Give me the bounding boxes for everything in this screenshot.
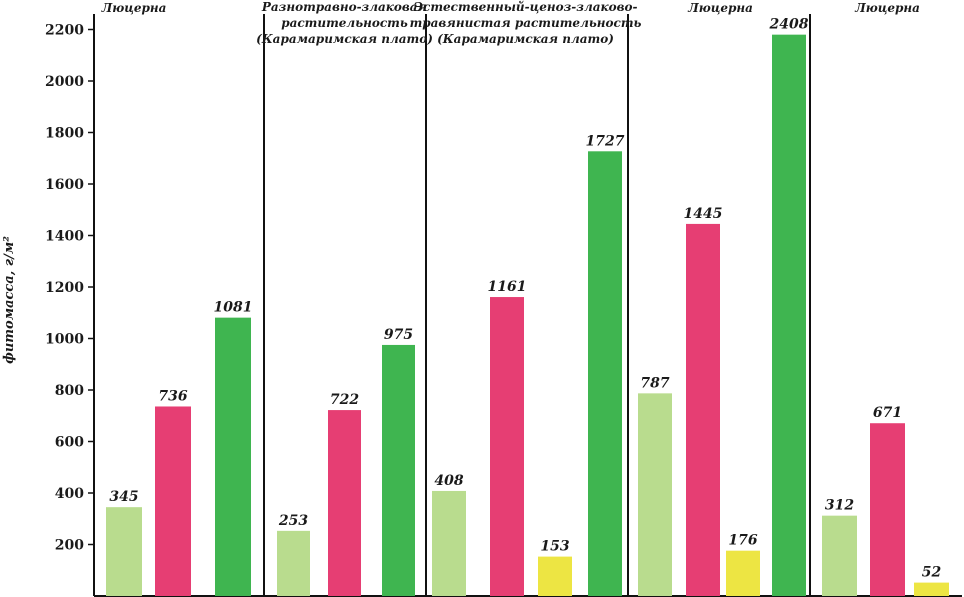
y-tick-label: 1200 bbox=[45, 280, 84, 296]
y-tick-label: 600 bbox=[55, 435, 84, 451]
bar-pink bbox=[686, 223, 720, 596]
bar-pink bbox=[870, 423, 905, 596]
group-title-line: Люцерна bbox=[854, 1, 920, 15]
bar-green bbox=[588, 151, 622, 597]
bar-value-label: 253 bbox=[278, 513, 308, 529]
group-titles: Люцерна Разнотравно-злаковая растительност… bbox=[101, 0, 920, 46]
y-axis-label: фитомасса, г/м² bbox=[2, 236, 17, 364]
bar-value-label: 52 bbox=[922, 565, 942, 581]
bar-value-label: 671 bbox=[873, 405, 902, 421]
y-tick-label: 2200 bbox=[45, 23, 84, 39]
y-tick-label: 1000 bbox=[45, 332, 84, 348]
bar-light-green bbox=[277, 530, 310, 596]
bar-value-label: 1727 bbox=[586, 133, 625, 149]
bar-value-label: 176 bbox=[728, 533, 757, 549]
y-tick-label: 400 bbox=[55, 486, 84, 502]
y-tick-label: 2000 bbox=[45, 74, 84, 90]
group-title-line: Люцерна bbox=[687, 1, 753, 15]
bar-light-green bbox=[432, 490, 466, 596]
bar-yellow bbox=[914, 582, 949, 596]
group-title-line: (Карамаримская плато) bbox=[437, 32, 614, 46]
bar-value-label: 787 bbox=[640, 375, 669, 391]
bar-value-label: 312 bbox=[825, 498, 854, 514]
bar-pink bbox=[328, 410, 361, 596]
y-tick-label: 800 bbox=[55, 383, 84, 399]
y-tick-label: 200 bbox=[55, 538, 84, 554]
bars bbox=[106, 34, 949, 597]
bar-value-label: 153 bbox=[540, 539, 569, 555]
bar-green bbox=[382, 344, 415, 596]
bar-light-green bbox=[106, 507, 142, 596]
axes: 200 400 600 800 1000 1200 1400 1600 1800 2000 2200 bbox=[45, 14, 962, 597]
bar-green bbox=[215, 317, 251, 596]
y-tick-label: 1800 bbox=[45, 126, 84, 142]
group-title-line: Люцерна bbox=[101, 1, 167, 15]
group-title-line: растительность bbox=[281, 16, 408, 30]
bar-value-label: 408 bbox=[434, 473, 463, 489]
group-title-line: травянистая растительность bbox=[410, 16, 642, 30]
bar-value-label: 1161 bbox=[488, 279, 527, 295]
bar-yellow bbox=[726, 550, 760, 596]
bar-light-green bbox=[638, 393, 672, 596]
bar-value-label: 1445 bbox=[684, 206, 723, 222]
y-tick-label: 1400 bbox=[45, 229, 84, 245]
bar-value-label: 2408 bbox=[769, 17, 809, 33]
bar-pink bbox=[490, 297, 524, 596]
bar-yellow bbox=[538, 556, 572, 596]
bar-value-label: 345 bbox=[109, 489, 138, 505]
bar-value-label: 975 bbox=[384, 327, 413, 343]
bar-value-label: 1081 bbox=[214, 300, 253, 316]
group-title-line: (Карамаримская плато) bbox=[256, 32, 433, 46]
bar-value-label: 736 bbox=[158, 388, 187, 404]
data-labels: 345 736 1081 253 722 975 408 1161 153 1727 787 1445… bbox=[109, 17, 941, 581]
bar-light-green bbox=[822, 515, 857, 596]
group-title-line: Разнотравно-злаковая bbox=[261, 0, 427, 14]
bar-green bbox=[772, 34, 806, 596]
y-tick-label: 1600 bbox=[45, 177, 84, 193]
group-title-line: Эстественный-ценоз-злаково- bbox=[414, 0, 638, 14]
bar-pink bbox=[155, 406, 191, 596]
bar-value-label: 722 bbox=[330, 392, 359, 408]
